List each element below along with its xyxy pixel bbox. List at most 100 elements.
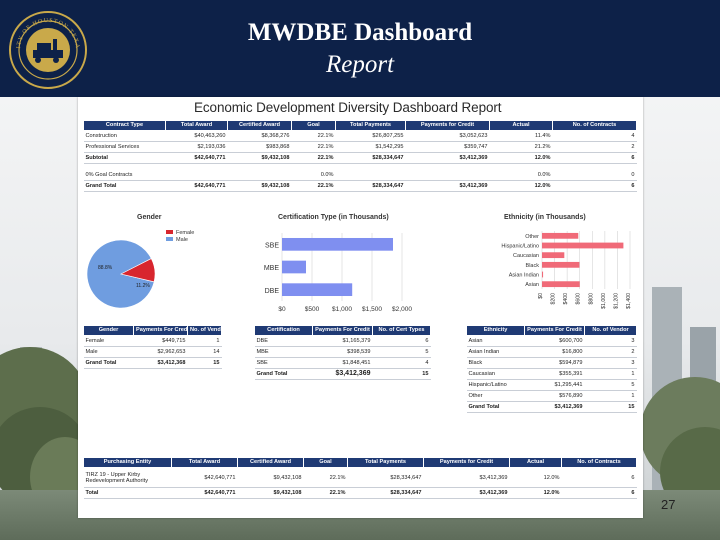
table-cell: $3,412,368 xyxy=(133,357,188,369)
table-cell: 4 xyxy=(372,357,431,369)
table-cell: $3,412,369 xyxy=(423,467,510,488)
table-cell: $983,868 xyxy=(227,141,292,153)
table-cell: $16,800 xyxy=(524,346,585,358)
table-cell: 12.0% xyxy=(509,487,562,499)
bar-hispanic-latino xyxy=(542,242,624,249)
table-cell: 2 xyxy=(584,346,637,358)
column-header: Certified Award xyxy=(237,457,304,468)
category-label: Other xyxy=(525,234,539,240)
table-cell: 11.4% xyxy=(489,130,553,142)
x-tick-label: $1,000 xyxy=(601,293,607,309)
table-cell: Hispanic/Latino xyxy=(466,379,525,391)
table-cell: $600,700 xyxy=(524,335,585,347)
table-cell: $3,052,623 xyxy=(405,130,490,142)
table-cell: 6 xyxy=(561,467,637,488)
table-header-row: Purchasing Entity Total Award Certified … xyxy=(83,457,637,468)
report-title: Economic Development Diversity Dashboard… xyxy=(194,100,502,115)
table-row: TIRZ 19 - Upper Kirby Redevelopment Auth… xyxy=(83,467,637,488)
table-cell: 14 xyxy=(187,346,222,358)
table-row: Female $449,715 1 xyxy=(83,335,222,347)
legend-swatch-male xyxy=(166,237,173,241)
gender-table: Gender Payments For Credit No. of Vendor… xyxy=(83,325,222,369)
column-header: Total Award xyxy=(165,120,228,131)
header-band: CITY OF HOUSTON TEXAS MWDBE Dashboard Re… xyxy=(0,0,720,97)
table-cell: Male xyxy=(83,346,134,358)
bar-black xyxy=(542,261,580,268)
table-row: Caucasian $355,391 1 xyxy=(466,368,637,380)
column-header: Certified Award xyxy=(227,120,292,131)
table-cell: TIRZ 19 - Upper Kirby Redevelopment Auth… xyxy=(83,467,172,488)
table-cell: Grand Total xyxy=(254,368,313,380)
table-row: SBE $1,848,451 4 xyxy=(254,357,431,369)
table-row-total: Total $42,640,771 $9,432,108 22.1% $28,3… xyxy=(83,487,637,499)
table-header-row: Contract Type Total Award Certified Awar… xyxy=(83,120,637,131)
table-cell: 0.0% xyxy=(489,169,553,181)
column-header: Payments For Credit xyxy=(133,325,188,336)
table-cell: Professional Services xyxy=(83,141,166,153)
category-label: DBE xyxy=(265,288,280,295)
table-row: Hispanic/Latino $1,295,441 5 xyxy=(466,379,637,391)
table-cell: 1 xyxy=(584,368,637,380)
column-header: Total Award xyxy=(171,457,238,468)
pie-label-male: 88.8% xyxy=(98,265,113,271)
x-tick-label: $800 xyxy=(588,293,594,305)
table-row-subtotal: Subtotal $42,640,771 $9,432,108 22.1% $2… xyxy=(83,152,637,164)
table-cell: DBE xyxy=(254,335,313,347)
table-cell: Total xyxy=(83,487,172,499)
table-cell: $42,640,771 xyxy=(165,180,228,192)
table-cell: 3 xyxy=(584,335,637,347)
category-label: Hispanic/Latino xyxy=(501,243,539,249)
table-cell: 5 xyxy=(372,346,431,358)
column-header: Contract Type xyxy=(83,120,166,131)
table-cell: $42,640,771 xyxy=(165,152,228,164)
table-cell: $8,368,276 xyxy=(227,130,292,142)
column-header: Payments For Credit xyxy=(312,325,373,336)
table-header-row: Ethnicity Payments For Credit No. of Ven… xyxy=(466,325,637,336)
table-cell: Other xyxy=(466,390,525,402)
table-cell: Subtotal xyxy=(83,152,166,164)
table-cell: 22.1% xyxy=(291,152,336,164)
table-cell: $28,334,647 xyxy=(347,467,424,488)
table-cell: $3,412,369 xyxy=(524,401,585,413)
table-cell: Asian xyxy=(466,335,525,347)
x-tick-label: $500 xyxy=(305,306,320,313)
column-header: No. of Vendors xyxy=(187,325,222,336)
column-header: Goal xyxy=(291,120,336,131)
table-cell: $26,807,255 xyxy=(335,130,406,142)
category-label: Caucasian xyxy=(513,253,539,259)
table-cell: 2 xyxy=(552,141,637,153)
x-tick-label: $1,200 xyxy=(613,293,619,309)
legend-swatch-female xyxy=(166,230,173,234)
table-cell: $355,391 xyxy=(524,368,585,380)
table-cell: Caucasian xyxy=(466,368,525,380)
x-tick-label: $1,400 xyxy=(626,293,632,309)
table-cell: 0% Goal Contracts xyxy=(83,169,166,181)
x-tick-label: $1,500 xyxy=(362,306,382,313)
table-cell: $28,334,647 xyxy=(335,180,406,192)
table-cell: 12.0% xyxy=(489,180,553,192)
table-cell: Black xyxy=(466,357,525,369)
table-cell: $28,334,647 xyxy=(335,152,406,164)
table-cell: Grand Total xyxy=(83,357,134,369)
column-header: Purchasing Entity xyxy=(83,457,172,468)
category-label: Black xyxy=(526,263,540,269)
table-cell: $9,432,108 xyxy=(237,467,304,488)
table-cell: Asian Indian xyxy=(466,346,525,358)
table-cell: 6 xyxy=(372,335,431,347)
table-cell xyxy=(227,169,292,181)
column-header: Total Payments xyxy=(347,457,424,468)
table-cell: $40,463,260 xyxy=(165,130,228,142)
column-header: Payments for Credit xyxy=(423,457,510,468)
table-cell: 0.0% xyxy=(291,169,336,181)
table-cell: $449,715 xyxy=(133,335,188,347)
column-header: Certification xyxy=(254,325,313,336)
table-cell: 6 xyxy=(561,487,637,499)
ethnicity-bar-chart: Ethnicity (in Thousands) Other Hispanic/L… xyxy=(501,214,632,309)
legend-label-female: Female xyxy=(176,230,194,236)
column-header: Actual xyxy=(509,457,562,468)
category-label: MBE xyxy=(264,265,280,272)
bar-sbe xyxy=(282,237,393,251)
table-cell: $9,432,108 xyxy=(227,152,292,164)
table-cell xyxy=(405,169,490,181)
column-header: Ethnicity xyxy=(466,325,525,336)
